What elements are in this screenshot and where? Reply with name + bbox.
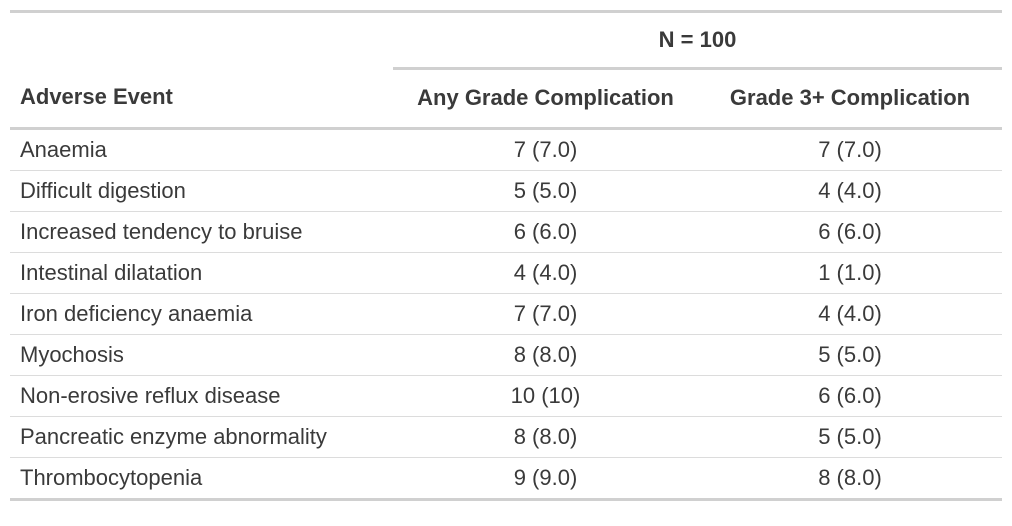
column-header-any-grade-complication: Any Grade Complication	[393, 68, 698, 130]
table-row-thrombocytopenia: Thrombocytopenia 9 (9.0) 8 (8.0)	[10, 457, 1003, 501]
adverse-event-cell: Intestinal dilatation	[10, 252, 393, 294]
any-grade-value-cell: 7 (7.0)	[393, 293, 698, 335]
table-row-iron-deficiency-anaemia: Iron deficiency anaemia 7 (7.0) 4 (4.0)	[10, 293, 1003, 335]
adverse-event-cell: Anaemia	[10, 128, 393, 171]
adverse-event-cell: Thrombocytopenia	[10, 457, 393, 501]
adverse-event-cell: Pancreatic enzyme abnormality	[10, 416, 393, 458]
adverse-event-cell: Difficult digestion	[10, 170, 393, 212]
any-grade-value-cell: 4 (4.0)	[393, 252, 698, 294]
grade3plus-value-cell: 5 (5.0)	[698, 416, 1003, 458]
table-row-increased-tendency-to-bruise: Increased tendency to bruise 6 (6.0) 6 (…	[10, 211, 1003, 253]
table-row-anaemia: Anaemia 7 (7.0) 7 (7.0)	[10, 128, 1003, 171]
any-grade-value-cell: 8 (8.0)	[393, 416, 698, 458]
grade3plus-value-cell: 5 (5.0)	[698, 334, 1003, 376]
column-header-adverse-event: Adverse Event	[10, 68, 393, 130]
adverse-events-table: N = 100 Adverse Event Any Grade Complica…	[10, 10, 1003, 501]
grade3plus-value-cell: 4 (4.0)	[698, 170, 1003, 212]
adverse-event-cell: Iron deficiency anaemia	[10, 293, 393, 335]
any-grade-value-cell: 6 (6.0)	[393, 211, 698, 253]
adverse-event-cell: Myochosis	[10, 334, 393, 376]
table-row-intestinal-dilatation: Intestinal dilatation 4 (4.0) 1 (1.0)	[10, 252, 1003, 294]
any-grade-value-cell: 5 (5.0)	[393, 170, 698, 212]
grade3plus-value-cell: 6 (6.0)	[698, 375, 1003, 417]
adverse-events-table-page: N = 100 Adverse Event Any Grade Complica…	[10, 10, 1003, 501]
table-row-difficult-digestion: Difficult digestion 5 (5.0) 4 (4.0)	[10, 170, 1003, 212]
grade3plus-value-cell: 8 (8.0)	[698, 457, 1003, 501]
grade3plus-value-cell: 6 (6.0)	[698, 211, 1003, 253]
grade3plus-value-cell: 7 (7.0)	[698, 128, 1003, 171]
any-grade-value-cell: 9 (9.0)	[393, 457, 698, 501]
table-row-non-erosive-reflux-disease: Non-erosive reflux disease 10 (10) 6 (6.…	[10, 375, 1003, 417]
any-grade-value-cell: 8 (8.0)	[393, 334, 698, 376]
column-header-grade-3plus-complication: Grade 3+ Complication	[698, 68, 1003, 130]
column-header-row: Adverse Event Any Grade Complication Gra…	[10, 68, 1003, 130]
grade3plus-value-cell: 1 (1.0)	[698, 252, 1003, 294]
any-grade-value-cell: 10 (10)	[393, 375, 698, 417]
any-grade-value-cell: 7 (7.0)	[393, 128, 698, 171]
adverse-event-cell: Non-erosive reflux disease	[10, 375, 393, 417]
spanner-row: N = 100	[10, 11, 1003, 70]
table-row-myochosis: Myochosis 8 (8.0) 5 (5.0)	[10, 334, 1003, 376]
spanner-spacer-cell	[10, 12, 393, 69]
spanner-label-n-total: N = 100	[393, 11, 1003, 70]
grade3plus-value-cell: 4 (4.0)	[698, 293, 1003, 335]
table-row-pancreatic-enzyme-abnormality: Pancreatic enzyme abnormality 8 (8.0) 5 …	[10, 416, 1003, 458]
adverse-event-cell: Increased tendency to bruise	[10, 211, 393, 253]
